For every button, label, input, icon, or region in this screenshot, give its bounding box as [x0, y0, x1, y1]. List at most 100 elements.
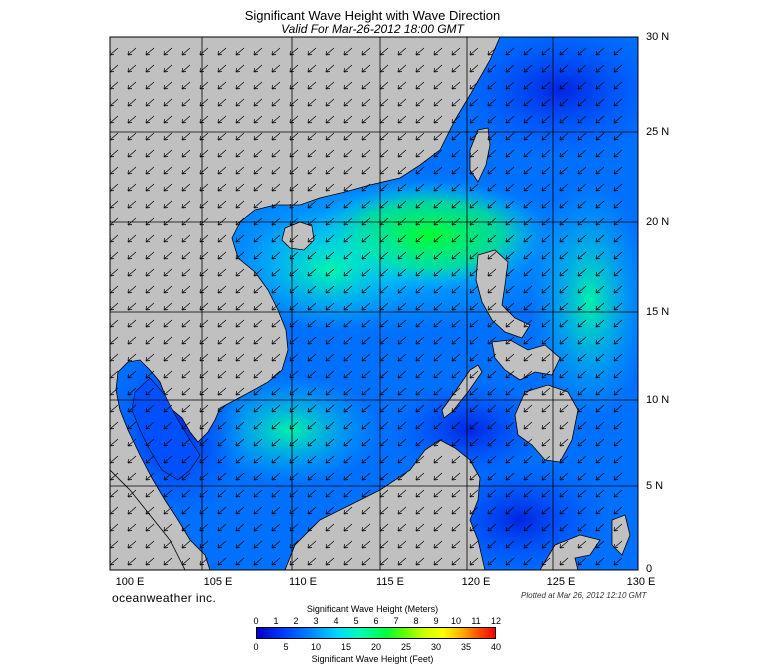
wave-direction-arrow — [325, 557, 335, 566]
wave-field-south — [200, 375, 380, 485]
wave-direction-arrow — [577, 47, 587, 56]
wave-direction-arrow — [199, 149, 209, 158]
wave-direction-arrow — [415, 506, 425, 515]
wave-direction-arrow — [181, 523, 191, 532]
lat-label-0: 0 — [646, 563, 653, 575]
wave-direction-arrow — [451, 302, 461, 311]
wave-direction-arrow — [595, 47, 605, 56]
wave-direction-arrow — [127, 353, 137, 362]
wave-direction-arrow — [127, 387, 137, 396]
halmahera-island — [611, 514, 631, 556]
wave-direction-arrow — [289, 370, 299, 379]
wave-direction-arrow — [595, 421, 605, 430]
wave-direction-arrow — [271, 302, 281, 311]
wave-direction-arrow — [433, 319, 443, 328]
wave-direction-arrow — [577, 404, 587, 413]
wave-direction-arrow — [397, 285, 407, 294]
wave-direction-arrow — [307, 115, 317, 124]
wave-direction-arrow — [235, 523, 245, 532]
wave-direction-arrow — [469, 421, 479, 430]
wave-direction-arrow — [325, 268, 335, 277]
wave-direction-arrow — [343, 540, 353, 549]
wave-direction-arrow — [577, 370, 587, 379]
wave-direction-arrow — [523, 319, 533, 328]
wave-direction-arrow — [163, 319, 173, 328]
wave-direction-arrow — [217, 438, 227, 447]
wave-direction-arrow — [379, 183, 389, 192]
wave-direction-arrow — [613, 387, 623, 396]
wave-direction-arrow — [487, 404, 497, 413]
wave-direction-arrow — [559, 64, 569, 73]
wave-direction-arrow — [433, 336, 443, 345]
wave-direction-arrow — [253, 387, 263, 396]
wave-direction-arrow — [541, 455, 551, 464]
wave-direction-arrow — [343, 234, 353, 243]
wave-direction-arrow — [469, 472, 479, 481]
wave-direction-arrow — [541, 251, 551, 260]
wave-direction-arrow — [181, 506, 191, 515]
wave-direction-arrow — [199, 540, 209, 549]
wave-direction-arrow — [541, 285, 551, 294]
wave-direction-arrow — [595, 251, 605, 260]
wave-direction-arrow — [235, 81, 245, 90]
wave-direction-arrow — [343, 251, 353, 260]
wave-direction-arrow — [325, 404, 335, 413]
wave-direction-arrow — [523, 421, 533, 430]
meters-tick: 6 — [373, 616, 379, 626]
wave-direction-arrow — [505, 149, 515, 158]
wave-direction-arrow — [541, 336, 551, 345]
wave-direction-arrow — [145, 557, 155, 566]
wave-direction-arrow — [199, 557, 209, 566]
wave-direction-arrow — [343, 370, 353, 379]
sumatra-island — [110, 469, 186, 570]
wave-direction-arrow — [163, 421, 173, 430]
wave-direction-arrow — [487, 115, 497, 124]
wave-direction-arrow — [433, 132, 443, 141]
wave-direction-arrow — [325, 183, 335, 192]
wave-direction-arrow — [325, 319, 335, 328]
wave-direction-arrow — [379, 387, 389, 396]
wave-direction-arrow — [325, 353, 335, 362]
wave-direction-arrow — [307, 387, 317, 396]
wave-direction-arrow — [379, 251, 389, 260]
wave-direction-arrow — [271, 353, 281, 362]
wave-direction-arrow — [559, 489, 569, 498]
wave-direction-arrow — [577, 523, 587, 532]
wave-direction-arrow — [253, 234, 263, 243]
wave-direction-arrow — [235, 132, 245, 141]
wave-direction-arrow — [523, 404, 533, 413]
wave-direction-arrow — [595, 523, 605, 532]
wave-direction-arrow — [451, 489, 461, 498]
wave-direction-arrow — [613, 506, 623, 515]
wave-direction-arrow — [505, 319, 515, 328]
wave-direction-arrow — [163, 387, 173, 396]
wave-direction-arrow — [199, 438, 209, 447]
wave-direction-arrow — [343, 166, 353, 175]
wave-direction-arrow — [145, 370, 155, 379]
wave-direction-arrow — [289, 64, 299, 73]
wave-direction-arrow — [469, 455, 479, 464]
wave-direction-arrow — [217, 183, 227, 192]
wave-direction-arrow — [523, 489, 533, 498]
wave-direction-arrow — [199, 353, 209, 362]
wave-direction-arrow — [163, 455, 173, 464]
wave-direction-arrow — [217, 64, 227, 73]
wave-direction-arrow — [577, 489, 587, 498]
wave-direction-arrow — [271, 132, 281, 141]
lat-label-15n: 15 N — [646, 306, 670, 318]
wave-direction-arrow — [577, 302, 587, 311]
wave-direction-arrow — [397, 387, 407, 396]
wave-direction-arrow — [271, 523, 281, 532]
wave-direction-arrow — [559, 115, 569, 124]
wave-direction-arrow — [469, 81, 479, 90]
wave-direction-arrow — [199, 115, 209, 124]
wave-direction-arrow — [307, 47, 317, 56]
wave-direction-arrow — [505, 523, 515, 532]
wave-direction-arrow — [523, 200, 533, 209]
wave-direction-arrow — [415, 370, 425, 379]
wave-direction-arrow — [379, 234, 389, 243]
wave-direction-arrow — [217, 81, 227, 90]
wave-direction-arrow — [397, 234, 407, 243]
wave-direction-arrow — [181, 64, 191, 73]
wave-direction-arrow — [559, 387, 569, 396]
